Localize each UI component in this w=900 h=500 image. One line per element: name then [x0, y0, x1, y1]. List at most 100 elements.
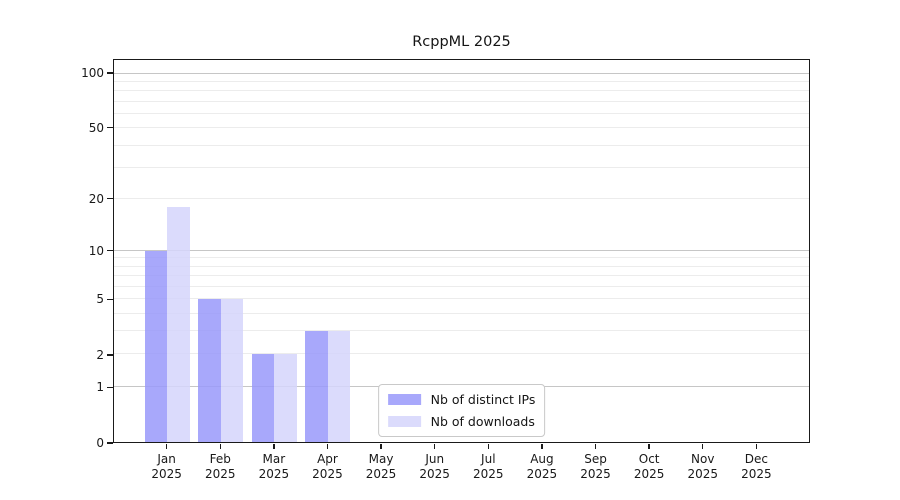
legend-item-downloads: Nb of downloads [387, 414, 536, 429]
x-tick-mark [273, 444, 275, 449]
y-tick-mark [106, 72, 113, 74]
gridline-minor [114, 298, 809, 300]
y-tick-label: 1 [96, 380, 104, 395]
gridline-minor [114, 257, 809, 259]
y-tick-label: 2 [96, 347, 104, 362]
x-tick-month: Dec [744, 452, 768, 466]
bar-distinct-ips [305, 331, 328, 442]
x-tick-mark [648, 444, 650, 449]
x-tick-label: Jan 2025 [137, 452, 197, 482]
y-tick-label: 5 [96, 292, 104, 307]
gridline-minor [114, 275, 809, 277]
x-tick-label: Feb 2025 [190, 452, 250, 482]
gridline-minor [114, 330, 809, 332]
x-tick-month: Mar [262, 452, 286, 466]
x-tick-label: Nov 2025 [673, 452, 733, 482]
y-tick-mark [106, 249, 113, 252]
x-tick-month: Aug [530, 452, 554, 466]
x-tick-mark [219, 444, 221, 449]
plot-area: Nb of distinct IPs Nb of downloads [113, 59, 810, 443]
legend-swatch-distinct-ips [387, 394, 421, 405]
x-tick-label: Aug 2025 [512, 452, 572, 482]
legend: Nb of distinct IPs Nb of downloads [377, 384, 546, 437]
x-tick-month: Jan [157, 452, 176, 466]
x-tick-label: Sep 2025 [566, 452, 626, 482]
x-tick-mark [380, 444, 382, 449]
gridline-major [114, 249, 809, 251]
bar-downloads [274, 354, 297, 442]
x-tick-year: 2025 [473, 467, 504, 481]
x-tick-year: 2025 [526, 467, 558, 481]
x-tick-mark [165, 444, 168, 449]
chart-title: RcppML 2025 [412, 34, 511, 50]
y-tick-mark [106, 442, 113, 444]
x-tick-label: May 2025 [351, 452, 411, 482]
x-tick-year: 2025 [741, 467, 772, 481]
gridline-minor [114, 353, 809, 355]
bar-downloads [220, 299, 244, 442]
x-tick-month: Sep [584, 452, 607, 466]
x-tick-mark [433, 444, 436, 449]
y-tick-mark [106, 126, 113, 129]
y-tick-mark [106, 298, 113, 300]
gridline-minor [114, 90, 809, 92]
x-tick-year: 2025 [258, 467, 290, 481]
gridline-minor [114, 312, 809, 314]
bar-downloads [167, 207, 190, 442]
x-tick-month: Oct [638, 452, 660, 466]
y-tick-label: 100 [81, 65, 104, 80]
bar-distinct-ips [145, 250, 168, 442]
x-tick-year: 2025 [312, 467, 343, 481]
x-tick-year: 2025 [633, 467, 665, 481]
y-tick-label: 20 [88, 191, 104, 206]
legend-label-downloads: Nb of downloads [430, 414, 535, 429]
x-tick-mark [594, 444, 597, 449]
gridline-minor [114, 198, 809, 200]
y-tick-mark [106, 386, 113, 389]
bar-distinct-ips [198, 299, 221, 442]
x-tick-month: Nov [691, 452, 715, 466]
x-tick-year: 2025 [687, 467, 719, 481]
x-tick-year: 2025 [204, 467, 236, 481]
x-tick-year: 2025 [419, 467, 450, 481]
x-tick-mark [702, 444, 704, 449]
legend-swatch-downloads [387, 416, 421, 427]
x-tick-month: Feb [209, 452, 231, 466]
x-tick-year: 2025 [580, 467, 611, 481]
legend-item-distinct-ips: Nb of distinct IPs [387, 392, 536, 407]
x-tick-month: Apr [317, 452, 338, 466]
x-tick-month: Jun [425, 452, 445, 466]
bar-distinct-ips [251, 354, 275, 442]
x-tick-mark [541, 444, 543, 449]
gridline-major [114, 72, 809, 74]
x-tick-month: Jul [481, 452, 496, 466]
gridline-minor [114, 265, 809, 267]
x-tick-mark [487, 444, 489, 449]
gridline-minor [114, 113, 809, 114]
gridline-minor [114, 167, 809, 168]
legend-label-distinct-ips: Nb of distinct IPs [430, 392, 536, 407]
x-tick-label: Jun 2025 [405, 452, 465, 482]
x-tick-year: 2025 [151, 467, 182, 481]
x-tick-mark [326, 444, 329, 449]
y-tick-mark [106, 198, 113, 200]
x-tick-label: Apr 2025 [297, 452, 357, 482]
y-tick-label: 10 [88, 243, 104, 258]
gridline-minor [114, 144, 809, 146]
x-tick-label: Jul 2025 [458, 452, 518, 482]
y-tick-mark [106, 354, 113, 356]
gridline-minor [114, 81, 809, 83]
gridline-minor [114, 285, 809, 287]
y-tick-label: 0 [96, 436, 104, 450]
x-tick-mark [755, 444, 758, 449]
gridline-minor [114, 127, 809, 129]
x-tick-year: 2025 [365, 467, 397, 481]
y-tick-label: 50 [88, 120, 104, 135]
x-tick-label: Dec 2025 [726, 452, 786, 482]
bar-downloads [327, 331, 351, 442]
x-tick-label: Mar 2025 [244, 452, 304, 482]
gridline-minor [114, 100, 809, 102]
x-tick-month: May [368, 452, 394, 466]
x-tick-label: Oct 2025 [619, 452, 679, 482]
